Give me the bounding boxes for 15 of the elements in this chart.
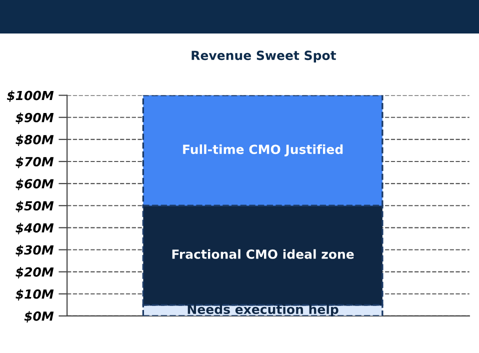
- series-label: Full-time CMO Justified: [183, 144, 343, 156]
- chart-title: Revenue Sweet Spot: [192, 50, 336, 63]
- y-tick-label: $100M: [6, 90, 54, 102]
- y-tick-label: $70M: [16, 156, 54, 168]
- y-tick-label: $20M: [16, 267, 54, 278]
- y-tick-label: $50M: [16, 200, 54, 212]
- y-tick-label: $60M: [16, 178, 54, 190]
- y-tick-label: $80M: [16, 134, 54, 146]
- y-tick-label: $40M: [16, 222, 54, 234]
- y-tick-label: $0M: [24, 311, 54, 323]
- y-tick-label: $90M: [16, 112, 54, 124]
- series-label: Fractional CMO ideal zone: [172, 249, 354, 259]
- y-tick-label: $30M: [16, 245, 54, 256]
- series-label: Needs execution help: [188, 304, 338, 316]
- y-tick-label: $10M: [16, 289, 54, 300]
